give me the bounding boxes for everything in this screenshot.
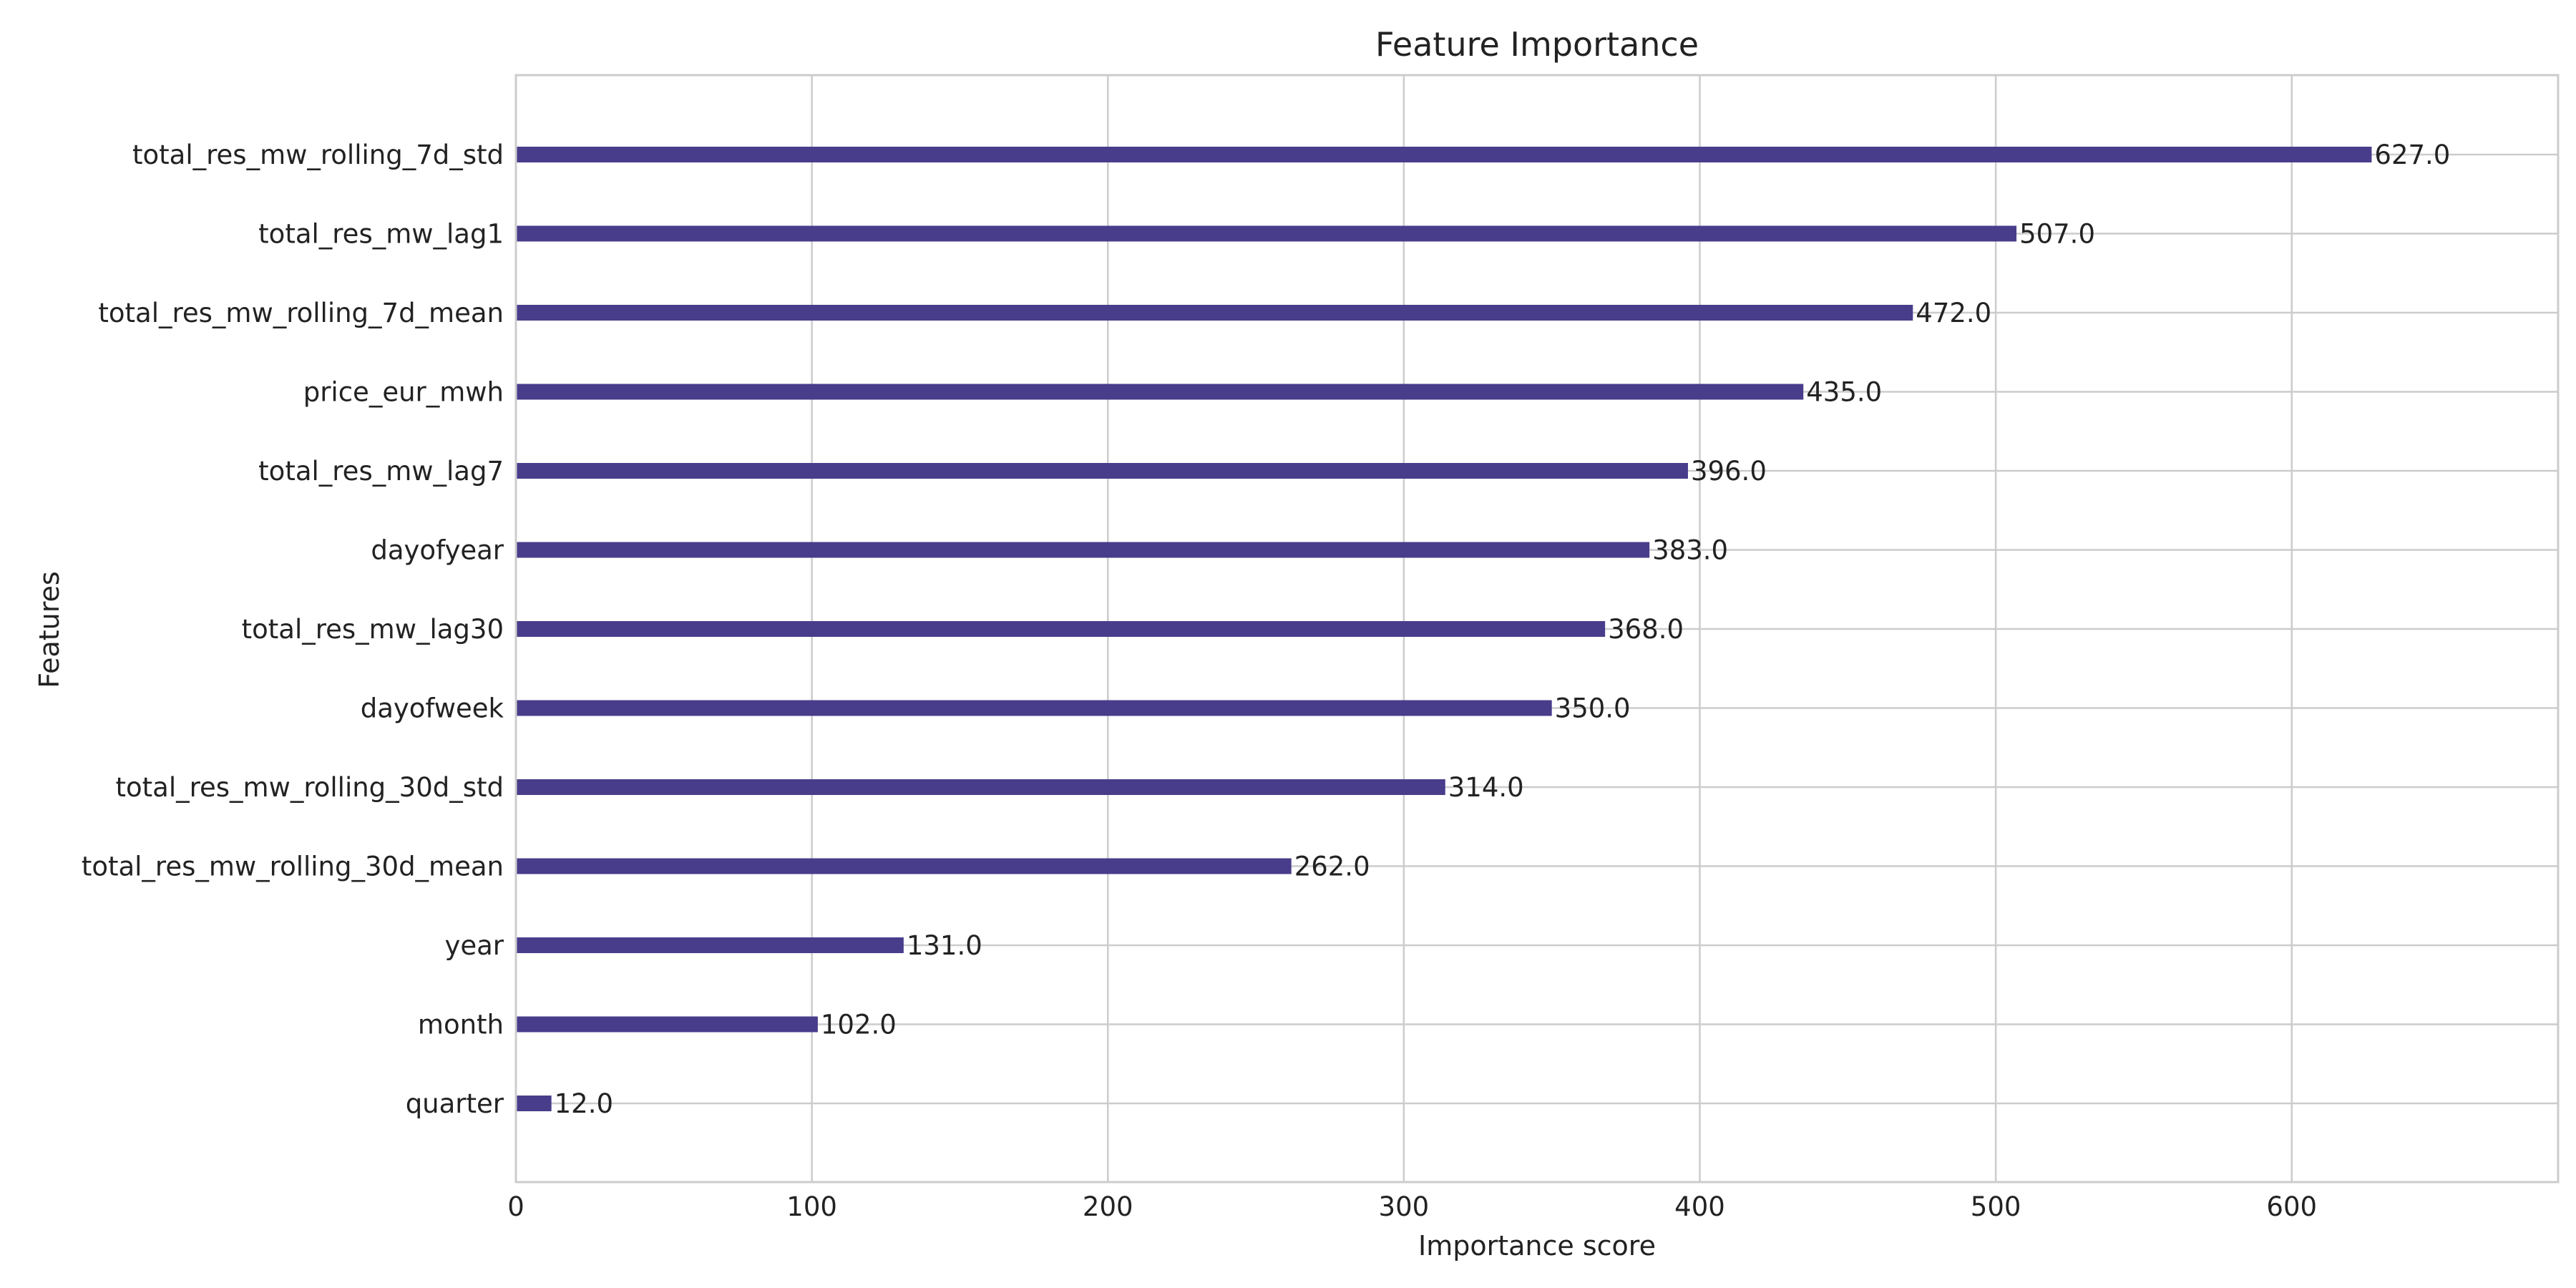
- data-label: 131.0: [907, 930, 982, 961]
- data-labels: 627.0 507.0 472.0 435.0 396.0 383.0 368.0 350.0…: [555, 140, 2451, 1119]
- data-label: 350.0: [1555, 693, 1631, 724]
- x-tick-label: 600: [2266, 1191, 2317, 1222]
- x-tick-labels: 0 100 200 300 400 500 600: [507, 1191, 2317, 1222]
- data-label: 368.0: [1608, 614, 1684, 645]
- bar: [516, 147, 2372, 162]
- bar: [516, 700, 1552, 716]
- y-tick-label: dayofweek: [361, 693, 504, 724]
- y-tick-label: total_res_mw_rolling_7d_std: [132, 140, 504, 170]
- y-tick-label: year: [444, 930, 504, 961]
- data-label: 262.0: [1294, 852, 1370, 882]
- chart-title: Feature Importance: [1375, 25, 1699, 64]
- bar: [516, 225, 2017, 242]
- bar: [516, 937, 904, 953]
- y-tick-label: total_res_mw_rolling_30d_mean: [82, 852, 504, 882]
- bar: [516, 1016, 818, 1033]
- x-tick-label: 500: [1971, 1191, 2021, 1222]
- bar: [516, 463, 1688, 479]
- data-label: 383.0: [1652, 535, 1728, 566]
- data-label: 396.0: [1691, 456, 1767, 487]
- data-label: 12.0: [555, 1088, 613, 1119]
- x-tick-label: 0: [507, 1191, 525, 1222]
- data-label: 472.0: [1916, 298, 1991, 328]
- data-label: 435.0: [1806, 377, 1882, 408]
- bar: [516, 779, 1445, 795]
- y-tick-label: month: [418, 1010, 504, 1040]
- bar: [516, 858, 1292, 874]
- y-tick-label: total_res_mw_lag7: [258, 456, 504, 487]
- bar: [516, 621, 1606, 637]
- bar: [516, 542, 1650, 558]
- bar: [516, 1096, 552, 1111]
- data-label: 314.0: [1448, 772, 1524, 803]
- x-tick-label: 100: [786, 1191, 837, 1222]
- data-label: 627.0: [2374, 140, 2450, 170]
- bar: [516, 384, 1804, 400]
- data-label: 102.0: [821, 1010, 897, 1040]
- x-tick-label: 400: [1674, 1191, 1725, 1222]
- plot-frame: [514, 74, 2560, 1184]
- x-tick-label: 200: [1083, 1191, 1133, 1222]
- bar: [516, 305, 1913, 321]
- y-axis-label: Features: [34, 571, 65, 688]
- y-tick-labels: total_res_mw_rolling_7d_std total_res_mw_…: [82, 140, 504, 1119]
- y-tick-label: total_res_mw_rolling_30d_std: [116, 772, 504, 803]
- y-tick-label: quarter: [406, 1088, 504, 1119]
- y-tick-label: price_eur_mwh: [303, 377, 504, 408]
- x-tick-label: 300: [1379, 1191, 1430, 1222]
- y-tick-label: dayofyear: [371, 535, 504, 566]
- x-axis-label: Importance score: [1418, 1230, 1656, 1262]
- y-tick-label: total_res_mw_rolling_7d_mean: [98, 298, 504, 328]
- y-tick-label: total_res_mw_lag30: [242, 614, 504, 645]
- data-label: 507.0: [2019, 219, 2095, 250]
- bars: [516, 147, 2372, 1111]
- y-tick-label: total_res_mw_lag1: [258, 219, 504, 250]
